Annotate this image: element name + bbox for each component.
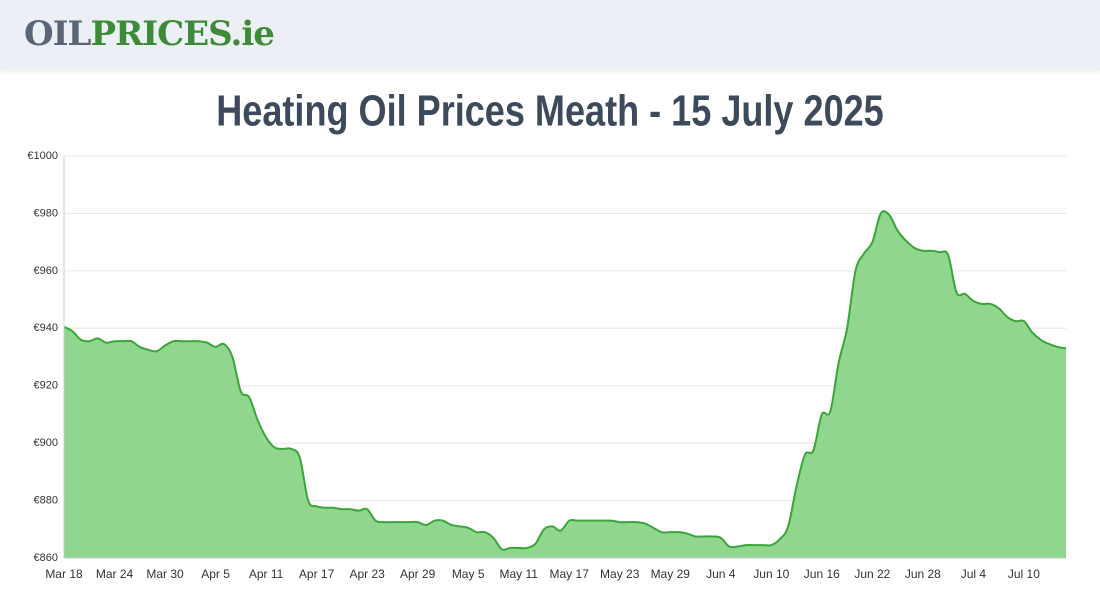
x-tick-label: Jul 10: [1008, 567, 1040, 581]
x-tick-label: May 11: [499, 567, 538, 581]
y-tick-label: €920: [34, 380, 58, 392]
line: [63, 210, 1067, 551]
y-tick-label: €940: [34, 322, 58, 334]
logo-right: PRICES.ie: [90, 14, 274, 54]
logo[interactable]: OILPRICES.ie: [24, 14, 275, 54]
chart-title: Heating Oil Prices Meath - 15 July 2025: [216, 86, 883, 135]
x-tick-label: Jun 16: [804, 567, 840, 581]
x-tick-label: May 5: [452, 567, 485, 581]
x-tick-label: May 17: [550, 567, 590, 581]
area: [64, 211, 1066, 559]
x-tick-label: Jun 22: [854, 567, 890, 581]
x-tick-label: Apr 23: [349, 567, 385, 581]
x-tick-label: Apr 17: [299, 567, 335, 581]
header: OILPRICES.ie: [0, 0, 1100, 70]
y-tick-label: €900: [34, 437, 58, 449]
x-tick-label: Mar 18: [45, 567, 83, 581]
y-tick-label: €1000: [27, 150, 58, 162]
x-tick-label: Apr 5: [201, 567, 230, 581]
y-tick-label: €980: [34, 207, 58, 219]
x-tick-label: Apr 29: [400, 567, 436, 581]
y-tick-label: €860: [34, 552, 58, 564]
x-tick-label: May 23: [600, 567, 640, 581]
x-tick-label: Apr 11: [249, 567, 284, 581]
logo-left: OIL: [24, 14, 91, 54]
y-tick-label: €880: [34, 494, 58, 506]
x-tick-label: Mar 24: [96, 567, 134, 581]
x-tick-label: Jun 28: [905, 567, 941, 581]
x-tick-label: Mar 30: [146, 567, 184, 581]
x-tick-label: Jun 4: [706, 567, 736, 581]
x-tick-label: Jun 10: [753, 567, 789, 581]
x-tick-label: May 29: [651, 567, 691, 581]
x-tick-label: Jul 4: [961, 567, 987, 581]
y-tick-label: €960: [34, 265, 58, 277]
